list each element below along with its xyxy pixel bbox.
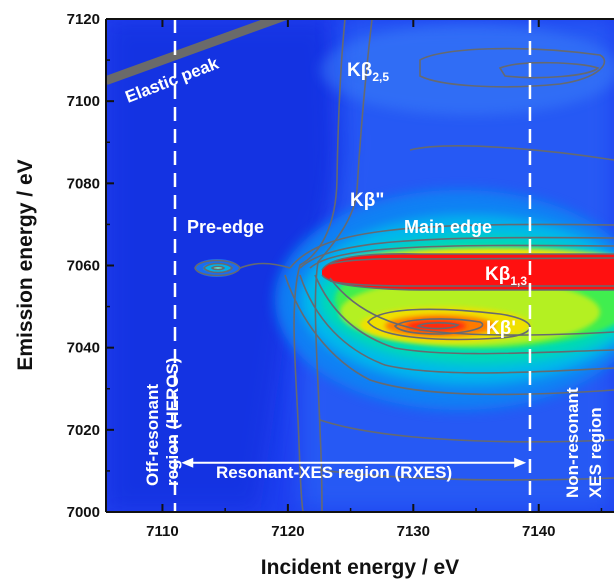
contour-kb13-3 <box>329 257 614 265</box>
rxes-double-arrow <box>181 457 527 468</box>
plot-area: Elastic peak Kβ2,5 Kβ" Pre-edge Main edg… <box>106 19 614 512</box>
contour-band-6 <box>314 274 614 355</box>
kbeta25-label: Kβ2,5 <box>347 60 389 84</box>
contour-band-5 <box>299 274 614 374</box>
pre-edge-label: Pre-edge <box>187 217 264 237</box>
y-tick-label: 7000 <box>67 504 100 521</box>
contour-kbprime-2 <box>393 318 484 335</box>
kbeta25-wash <box>320 25 614 115</box>
main-edge-label: Main edge <box>404 217 492 237</box>
x-tick-label: 7130 <box>397 523 430 540</box>
y-tick-label: 7120 <box>67 11 100 28</box>
off-resonant-label-line2: region (HEROS) <box>163 358 182 486</box>
contour-band-3 <box>309 244 614 269</box>
kbeta13-red-peak <box>322 253 614 290</box>
x-tick-label: 7110 <box>146 523 179 540</box>
y-axis-ticks: 7000 7020 7040 7060 7080 7100 7120 <box>67 11 114 521</box>
contour-kbprime-3 <box>416 322 460 330</box>
kbeta-double-prime-label: Kβ" <box>350 190 384 211</box>
contour-low-1 <box>319 419 614 443</box>
rxes-region-label: Resonant-XES region (RXES) <box>216 463 452 482</box>
contour-kbeta25-outer <box>419 47 606 88</box>
contour-pre-edge-link <box>239 262 291 269</box>
y-tick-label: 7020 <box>67 422 100 439</box>
kbeta13-label: Kβ1,3 <box>485 264 527 288</box>
contour-low-2 <box>319 469 614 481</box>
contour-band-2 <box>299 236 614 269</box>
contour-pre-edge-3 <box>210 265 226 271</box>
contour-band-1 <box>289 223 614 269</box>
contour-edge-outer <box>293 19 346 512</box>
x-tick-label: 7140 <box>522 523 555 540</box>
contour-kb13-1 <box>321 253 614 271</box>
x-axis-ticks: 7110 7120 7130 7140 <box>146 19 603 540</box>
contour-kb13-2 <box>321 274 614 291</box>
y-tick-label: 7100 <box>67 93 100 110</box>
contour-lines <box>194 19 614 512</box>
x-axis-title: Incident energy / eV <box>261 556 459 579</box>
contour-pre-edge-2 <box>203 262 233 274</box>
x-tick-label: 7120 <box>271 523 304 540</box>
y-tick-label: 7080 <box>67 175 100 192</box>
non-resonant-label-line2: XES region <box>586 407 605 498</box>
contour-edge-inner <box>314 19 373 512</box>
y-tick-label: 7040 <box>67 340 100 357</box>
off-resonant-label-line1: Off-resonant <box>143 384 162 486</box>
contour-kbeta25-inner <box>498 61 600 79</box>
kbeta-prime-label: Kβ' <box>486 318 516 339</box>
contour-band-4 <box>284 274 614 396</box>
non-resonant-label-line1: Non-resonant <box>563 387 582 498</box>
y-axis-title: Emission energy / eV <box>14 159 37 370</box>
y-tick-label: 7060 <box>67 258 100 275</box>
contour-kb13-4 <box>329 280 614 287</box>
contour-mid-top <box>409 145 614 161</box>
elastic-peak-line <box>106 19 290 85</box>
contour-band-7 <box>329 277 614 336</box>
